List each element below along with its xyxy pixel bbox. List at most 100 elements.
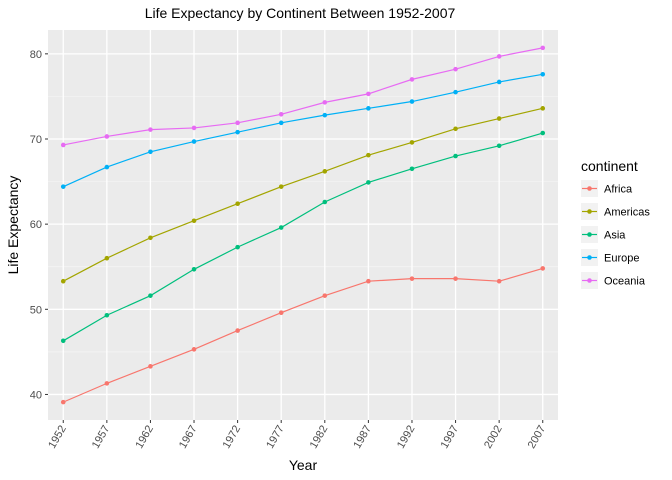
legend-label: Africa — [604, 184, 633, 196]
data-point — [366, 278, 371, 284]
plot-panel — [48, 30, 558, 420]
legend-label: Asia — [604, 230, 626, 242]
legend-key-point — [587, 232, 592, 237]
data-point — [409, 276, 415, 281]
data-point — [191, 139, 197, 144]
data-point — [104, 312, 110, 318]
data-point — [453, 153, 458, 159]
series-oceania — [60, 45, 546, 148]
y-axis: 40 50 60 70 80 — [30, 49, 48, 401]
data-point — [409, 166, 415, 172]
y-tick-label: 50 — [30, 304, 42, 316]
series-europe — [60, 71, 546, 189]
data-point — [60, 338, 66, 344]
data-point — [104, 381, 110, 386]
x-tick-label: 1977 — [264, 424, 287, 451]
data-point — [60, 184, 66, 189]
legend-label: Americas — [604, 207, 650, 219]
series-africa — [60, 266, 546, 405]
data-point — [60, 278, 66, 284]
series-americas — [60, 106, 546, 284]
data-point — [148, 293, 153, 298]
data-point — [191, 218, 197, 224]
y-tick-label: 70 — [30, 134, 42, 146]
data-point — [148, 364, 153, 369]
data-point — [366, 91, 371, 97]
data-point — [148, 149, 153, 155]
data-point — [148, 127, 153, 132]
data-point — [496, 79, 502, 85]
y-tick-label: 80 — [30, 49, 42, 61]
data-point — [366, 106, 371, 111]
series-asia — [60, 130, 546, 344]
x-tick-label: 1967 — [177, 424, 200, 451]
data-point — [366, 180, 371, 185]
legend-key-point — [587, 278, 592, 283]
data-point — [191, 266, 197, 272]
data-point — [148, 235, 153, 241]
data-point — [409, 140, 415, 145]
legend-item: Americas — [581, 203, 650, 220]
y-axis-title: Life Expectancy — [5, 176, 21, 275]
data-point — [496, 143, 502, 149]
legend-label: Oceania — [604, 276, 646, 288]
data-point — [540, 45, 546, 51]
data-point — [366, 152, 371, 158]
legend-item: Asia — [581, 226, 626, 243]
data-point — [453, 89, 458, 95]
x-tick-label: 2002 — [482, 424, 505, 451]
x-tick-label: 1987 — [351, 424, 374, 451]
data-point — [235, 244, 240, 250]
legend: continent Africa Americas Asia Europe Oceani… — [581, 158, 650, 289]
x-axis-title: Year — [289, 457, 318, 473]
x-tick-label: 1957 — [90, 424, 113, 451]
legend-label: Europe — [604, 253, 639, 265]
data-point — [409, 77, 415, 82]
data-point — [278, 225, 284, 230]
legend-key-point — [587, 186, 592, 191]
legend-item: Oceania — [581, 272, 646, 289]
data-point — [235, 328, 240, 333]
x-tick-label: 1992 — [395, 424, 418, 451]
data-point — [60, 399, 66, 405]
data-point — [278, 112, 284, 117]
legend-item: Europe — [581, 249, 639, 266]
series-line — [63, 47, 543, 146]
series-line — [62, 107, 543, 282]
data-point — [278, 184, 284, 189]
data-point — [322, 169, 328, 174]
x-tick-label: 1962 — [133, 424, 156, 451]
data-point — [104, 134, 110, 139]
data-point — [540, 106, 546, 111]
data-point — [496, 116, 502, 121]
legend-item: Africa — [581, 180, 633, 197]
x-axis: 1952 1957 1962 1967 1972 1977 1982 1987 1992 1997… — [46, 420, 548, 451]
x-tick-label: 2007 — [526, 424, 549, 451]
data-point — [453, 126, 458, 132]
x-tick-label: 1997 — [439, 424, 462, 451]
series-line — [62, 132, 543, 342]
data-point — [104, 255, 110, 261]
y-tick-label: 40 — [30, 389, 42, 401]
data-point — [278, 310, 284, 316]
data-point — [60, 142, 66, 148]
chart-title: Life Expectancy by Continent Between 195… — [145, 5, 456, 21]
data-point — [540, 266, 546, 271]
data-point — [191, 347, 197, 352]
legend-key-point — [587, 209, 592, 214]
legend-items: Africa Americas Asia Europe Oceania — [581, 180, 650, 289]
y-tick-label: 60 — [30, 219, 42, 231]
data-point — [409, 99, 415, 104]
series-line — [63, 267, 543, 403]
data-point — [453, 276, 458, 281]
grid-major — [48, 30, 558, 420]
data-point — [322, 112, 328, 118]
data-point — [104, 164, 110, 170]
data-point — [453, 66, 458, 72]
series-line — [63, 73, 543, 188]
data-point — [322, 100, 328, 105]
data-point — [540, 71, 546, 77]
data-point — [496, 54, 502, 59]
data-point — [235, 120, 240, 126]
